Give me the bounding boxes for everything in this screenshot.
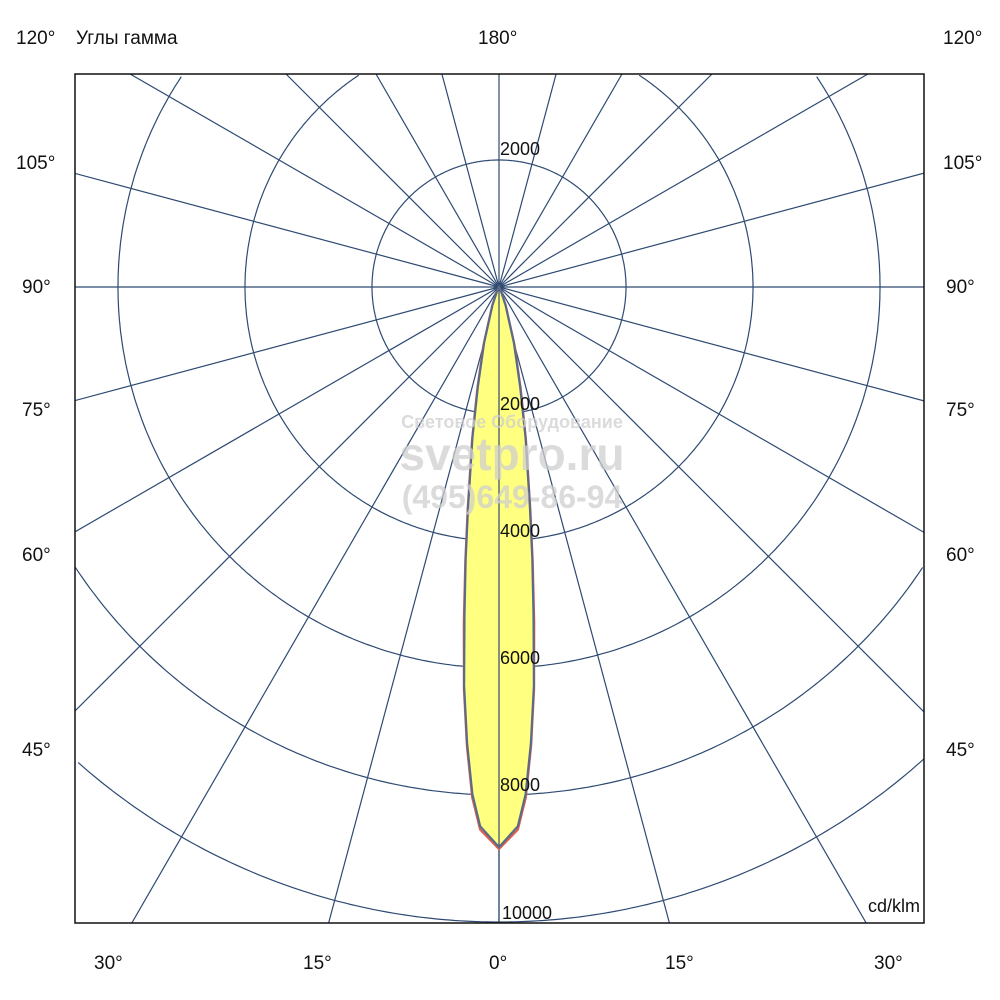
radial-tick-top: 2000 (500, 139, 540, 159)
curve-c0-c180 (462, 284, 536, 849)
angle-label-right: 60° (946, 545, 975, 566)
grid-spoke (498, 286, 867, 923)
angle-label-left: 60° (22, 545, 51, 566)
angle-label-bottom: 15° (665, 953, 694, 974)
angle-label-left: 45° (22, 740, 51, 761)
grid-spoke (375, 74, 500, 288)
grid-circle (244, 74, 754, 542)
angle-label-left: 120° (16, 28, 56, 49)
svg-text:(495)649-86-94: (495)649-86-94 (402, 479, 623, 515)
radial-tick: 8000 (500, 775, 540, 795)
grid-spoke (75, 172, 500, 288)
angle-label-right: 90° (946, 277, 975, 298)
grid-spoke (498, 74, 713, 288)
grid-spoke (75, 286, 500, 402)
angle-label-bottom: 30° (874, 953, 903, 974)
grid-spoke (129, 74, 500, 288)
angle-label-bottom: 0° (489, 953, 508, 974)
grid-spoke (75, 286, 500, 712)
chart-title: Углы гамма (76, 28, 178, 49)
grid-spoke (441, 74, 500, 288)
radial-tick-labels: 2000 2000 4000 6000 8000 10000 cd/klm (500, 139, 920, 923)
grid-spoke (498, 74, 869, 288)
grid-spoke (498, 74, 557, 288)
angle-label-bottom: 15° (303, 953, 332, 974)
radial-tick: 4000 (500, 521, 540, 541)
angle-label-left: 105° (16, 153, 56, 174)
angle-label-top: 180° (478, 28, 518, 49)
angle-label-right: 45° (946, 740, 975, 761)
angle-label-right: 105° (943, 153, 983, 174)
radial-tick: 2000 (500, 394, 540, 414)
grid-circle (77, 758, 924, 923)
radial-tick: 10000 (502, 903, 552, 923)
plot-frame (74, 73, 925, 924)
unit-label: cd/klm (868, 896, 920, 916)
watermark: Световое Оборудование svetpro.ru (495)64… (400, 412, 625, 515)
svg-text:Световое Оборудование: Световое Оборудование (401, 412, 623, 432)
angle-label-bottom: 30° (94, 953, 123, 974)
grid-spoke (131, 286, 500, 923)
angle-label-left: 75° (22, 400, 51, 421)
grid-spoke (328, 286, 500, 923)
grid-spoke (498, 286, 924, 533)
intensity-curves (462, 284, 536, 923)
grid-spoke (498, 286, 670, 923)
angle-label-left: 90° (22, 277, 51, 298)
grid-spoke (498, 286, 924, 402)
angle-label-right: 120° (943, 28, 983, 49)
grid-spoke (285, 74, 500, 288)
polar-grid (75, 74, 924, 923)
svg-text:svetpro.ru: svetpro.ru (400, 428, 625, 480)
grid-circle (117, 76, 881, 669)
angle-label-right: 75° (946, 400, 975, 421)
grid-spoke (498, 172, 924, 288)
radial-tick: 6000 (500, 648, 540, 668)
grid-spoke (498, 74, 623, 288)
grid-spoke (498, 286, 924, 713)
grid-spoke (75, 286, 500, 533)
